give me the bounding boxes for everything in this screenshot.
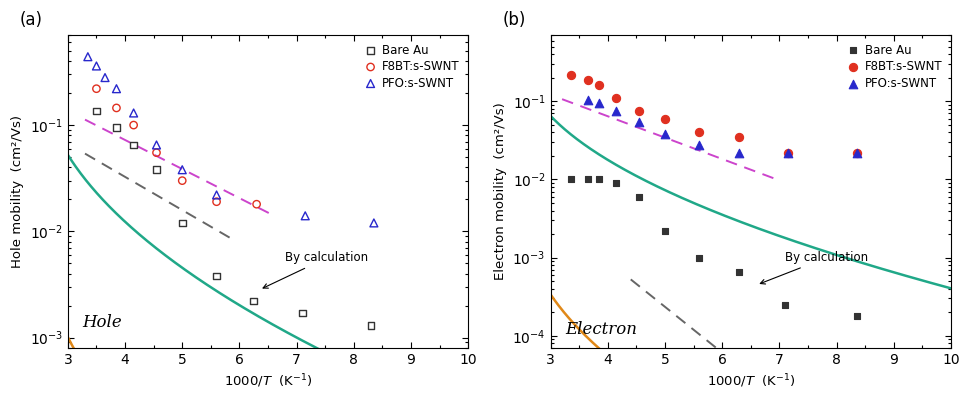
Bare Au bbox=[591, 176, 607, 183]
F8BT:s-SWNT bbox=[109, 105, 124, 111]
PFO:s-SWNT bbox=[609, 108, 624, 114]
PFO:s-SWNT bbox=[732, 150, 748, 156]
F8BT:s-SWNT bbox=[580, 76, 595, 83]
Bare Au bbox=[691, 254, 707, 261]
PFO:s-SWNT bbox=[126, 110, 142, 116]
F8BT:s-SWNT bbox=[849, 150, 864, 156]
X-axis label: 1000/$T$  (K$^{-1}$): 1000/$T$ (K$^{-1}$) bbox=[223, 372, 313, 390]
PFO:s-SWNT bbox=[781, 150, 796, 156]
PFO:s-SWNT bbox=[88, 63, 104, 69]
Bare Au bbox=[209, 273, 224, 279]
Bare Au bbox=[126, 142, 142, 148]
Text: Hole: Hole bbox=[83, 314, 122, 331]
F8BT:s-SWNT bbox=[631, 108, 647, 114]
Y-axis label: Electron mobility  (cm²/Vs): Electron mobility (cm²/Vs) bbox=[493, 103, 507, 280]
Text: (a): (a) bbox=[19, 11, 43, 29]
PFO:s-SWNT bbox=[631, 118, 647, 125]
PFO:s-SWNT bbox=[80, 53, 95, 60]
F8BT:s-SWNT bbox=[732, 134, 748, 140]
PFO:s-SWNT bbox=[97, 74, 113, 81]
F8BT:s-SWNT bbox=[149, 150, 164, 156]
F8BT:s-SWNT bbox=[591, 82, 607, 89]
Bare Au bbox=[149, 166, 164, 173]
PFO:s-SWNT bbox=[691, 141, 707, 148]
X-axis label: 1000/$T$  (K$^{-1}$): 1000/$T$ (K$^{-1}$) bbox=[707, 372, 795, 390]
Text: (b): (b) bbox=[503, 11, 526, 29]
F8BT:s-SWNT bbox=[209, 198, 224, 205]
F8BT:s-SWNT bbox=[657, 115, 673, 122]
F8BT:s-SWNT bbox=[175, 177, 190, 184]
Bare Au bbox=[88, 108, 104, 114]
Bare Au bbox=[609, 180, 624, 186]
Bare Au bbox=[109, 124, 124, 131]
Text: By calculation: By calculation bbox=[760, 251, 868, 284]
F8BT:s-SWNT bbox=[88, 85, 104, 92]
PFO:s-SWNT bbox=[849, 150, 864, 156]
PFO:s-SWNT bbox=[175, 166, 190, 173]
Bare Au bbox=[778, 302, 793, 308]
Bare Au bbox=[631, 194, 647, 200]
Bare Au bbox=[563, 176, 579, 183]
Bare Au bbox=[849, 313, 864, 319]
PFO:s-SWNT bbox=[109, 85, 124, 92]
Bare Au bbox=[732, 269, 748, 275]
PFO:s-SWNT bbox=[657, 131, 673, 138]
Bare Au bbox=[175, 220, 190, 226]
PFO:s-SWNT bbox=[580, 97, 595, 103]
F8BT:s-SWNT bbox=[691, 129, 707, 136]
Text: Electron: Electron bbox=[565, 320, 637, 338]
PFO:s-SWNT bbox=[366, 220, 382, 226]
PFO:s-SWNT bbox=[297, 213, 313, 219]
F8BT:s-SWNT bbox=[781, 150, 796, 156]
Bare Au bbox=[580, 176, 595, 183]
Bare Au bbox=[294, 310, 310, 316]
Legend: Bare Au, F8BT:s-SWNT, PFO:s-SWNT: Bare Au, F8BT:s-SWNT, PFO:s-SWNT bbox=[844, 41, 945, 92]
F8BT:s-SWNT bbox=[563, 71, 579, 78]
Bare Au bbox=[246, 298, 261, 304]
Text: By calculation: By calculation bbox=[263, 251, 368, 288]
PFO:s-SWNT bbox=[149, 142, 164, 148]
Bare Au bbox=[657, 228, 673, 234]
F8BT:s-SWNT bbox=[126, 122, 142, 128]
PFO:s-SWNT bbox=[209, 192, 224, 198]
F8BT:s-SWNT bbox=[249, 201, 264, 207]
F8BT:s-SWNT bbox=[609, 95, 624, 101]
Legend: Bare Au, F8BT:s-SWNT, PFO:s-SWNT: Bare Au, F8BT:s-SWNT, PFO:s-SWNT bbox=[361, 41, 462, 92]
Y-axis label: Hole mobility  (cm²/Vs): Hole mobility (cm²/Vs) bbox=[11, 115, 24, 268]
PFO:s-SWNT bbox=[591, 100, 607, 106]
Bare Au bbox=[363, 322, 379, 329]
